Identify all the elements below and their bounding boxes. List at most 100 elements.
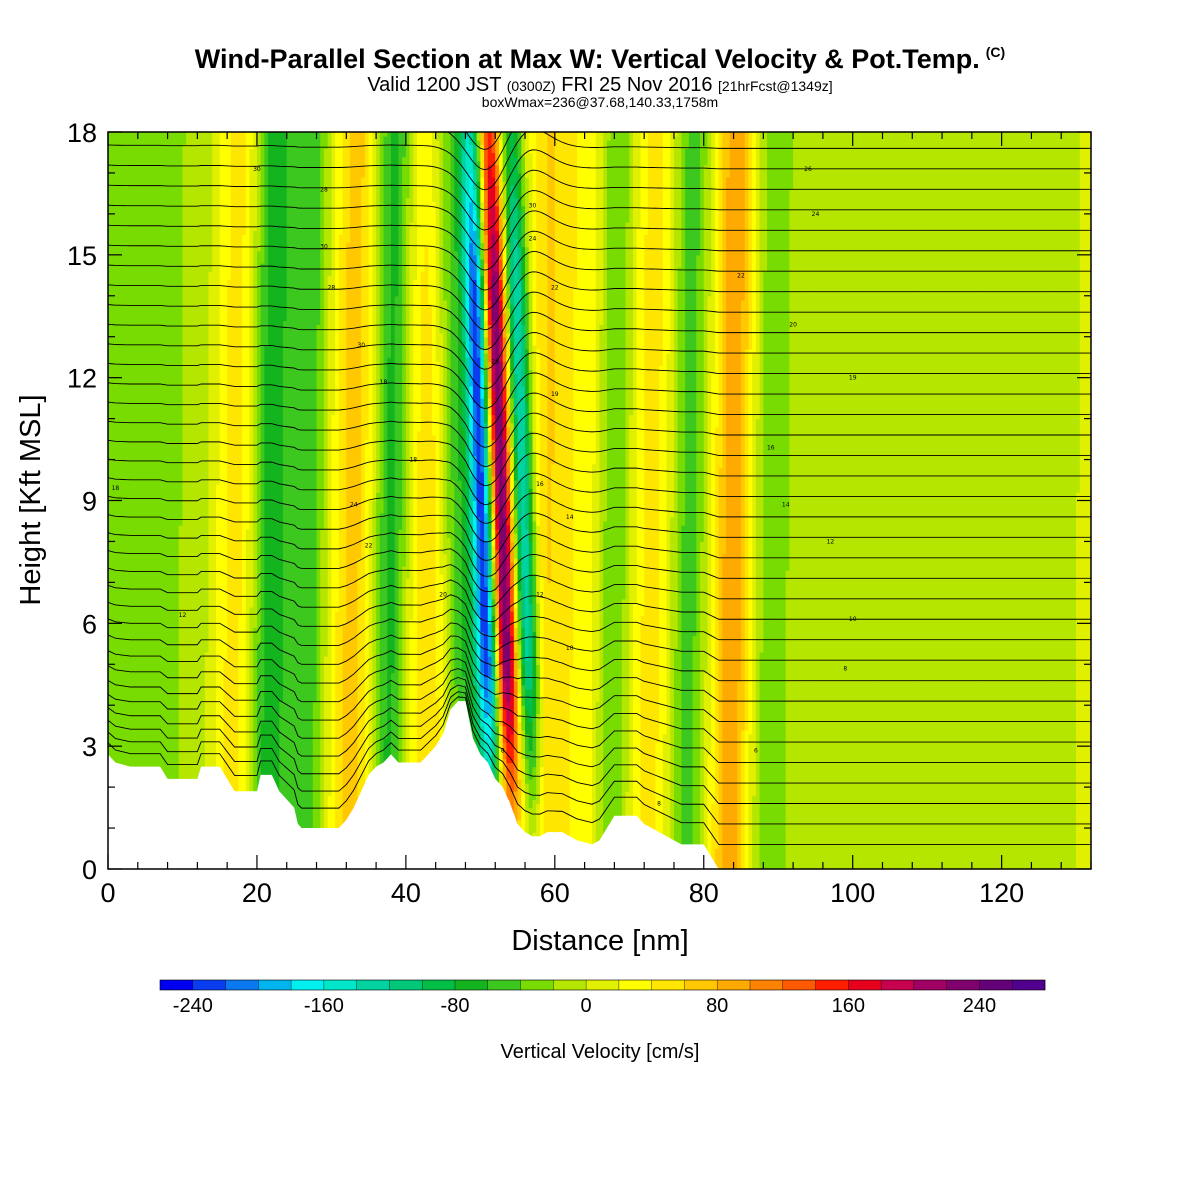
velocity-cell [123,230,127,235]
velocity-cell [134,726,138,731]
velocity-cell [130,623,134,628]
velocity-cell [127,308,131,313]
velocity-cell [127,689,131,694]
velocity-cell [123,365,127,370]
velocity-cell [127,537,131,542]
velocity-cell [123,247,127,252]
velocity-cell [123,525,127,530]
velocity-cell [134,677,138,682]
velocity-cell [123,492,127,497]
velocity-cell [119,238,123,243]
velocity-cell [115,517,119,522]
velocity-cell [119,709,123,714]
velocity-cell [127,632,131,637]
velocity-cell [112,718,116,723]
velocity-cell [134,627,138,632]
velocity-cell [130,402,134,407]
velocity-cell [130,189,134,194]
velocity-cell [130,398,134,403]
velocity-cell [127,423,131,428]
velocity-cell [119,157,123,162]
velocity-cell [127,271,131,276]
velocity-cell [112,750,116,755]
velocity-cell [123,718,127,723]
velocity-cell [123,279,127,284]
velocity-cell [127,546,131,551]
velocity-cell [123,161,127,166]
velocity-cell [127,390,131,395]
velocity-cell [123,468,127,473]
velocity-cell [115,177,119,182]
velocity-cell [123,308,127,313]
velocity-cell [127,611,131,616]
velocity-cell [115,468,119,473]
velocity-cell [130,357,134,362]
velocity-cell [112,243,116,248]
velocity-cell [119,644,123,649]
velocity-cell [115,443,119,448]
velocity-cell [112,369,116,374]
velocity-cell [134,558,138,563]
velocity-cell [130,730,134,735]
velocity-cell [127,161,131,166]
velocity-cell [119,218,123,223]
velocity-cell [119,582,123,587]
velocity-cell [130,681,134,686]
velocity-cell [123,271,127,276]
velocity-cell [115,578,119,583]
velocity-cell [123,730,127,735]
velocity-cell [112,509,116,514]
velocity-cell [123,734,127,739]
velocity-cell [112,136,116,141]
velocity-cell [123,685,127,690]
velocity-cell [119,275,123,280]
velocity-cell [123,554,127,559]
velocity-cell [134,730,138,735]
velocity-cell [134,480,138,485]
velocity-cell [127,374,131,379]
velocity-cell [119,562,123,567]
velocity-cell [112,386,116,391]
velocity-cell [119,636,123,641]
velocity-cell [112,656,116,661]
velocity-cell [115,537,119,542]
velocity-cell [119,672,123,677]
velocity-cell [115,312,119,317]
velocity-cell [130,464,134,469]
velocity-cell [119,357,123,362]
velocity-cell [130,148,134,153]
velocity-cell [127,247,131,252]
velocity-cell [123,705,127,710]
velocity-cell [115,398,119,403]
velocity-cell [130,214,134,219]
velocity-cell [115,353,119,358]
velocity-cell [123,693,127,698]
velocity-cell [115,705,119,710]
velocity-cell [112,398,116,403]
velocity-cell [127,193,131,198]
velocity-cell [115,586,119,591]
velocity-cell [119,529,123,534]
velocity-cell [119,161,123,166]
velocity-cell [115,464,119,469]
velocity-cell [119,754,123,759]
velocity-cell [123,582,127,587]
velocity-cell [127,353,131,358]
velocity-cell [112,267,116,272]
velocity-cell [127,210,131,215]
velocity-cell [112,423,116,428]
velocity-cell [130,599,134,604]
velocity-cell [127,304,131,309]
velocity-cell [130,275,134,280]
velocity-cell [123,406,127,411]
velocity-cell [134,672,138,677]
velocity-cell [130,632,134,637]
chart-svg: 1812302830283018182422202630242219161412… [0,0,1200,1200]
velocity-cell [130,582,134,587]
velocity-cell [130,320,134,325]
velocity-cell [115,288,119,293]
velocity-cell [134,697,138,702]
velocity-cell [130,640,134,645]
velocity-cell [134,591,138,596]
velocity-cell [115,193,119,198]
